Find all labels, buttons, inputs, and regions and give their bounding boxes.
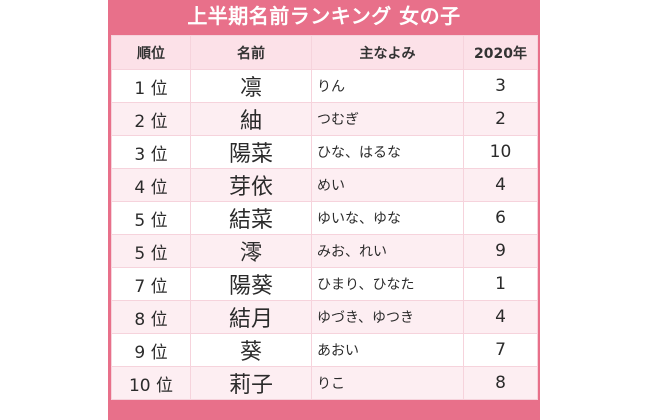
- prev-rank-cell: 9: [463, 234, 538, 268]
- reading-cell: りん: [311, 69, 464, 103]
- reading-cell: ゆづき、ゆつき: [311, 300, 464, 334]
- prev-rank-cell: 7: [463, 333, 538, 367]
- table-row: 7 位 陽葵 ひまり、ひなた 1: [111, 267, 538, 301]
- reading-cell: りこ: [311, 366, 464, 400]
- prev-rank-cell: 8: [463, 366, 538, 400]
- prev-rank-cell: 2: [463, 102, 538, 136]
- column-header-name: 名前: [190, 35, 312, 70]
- name-cell: 凛: [190, 69, 312, 103]
- ranking-table-frame: 上半期名前ランキング 女の子 順位 名前 主なよみ 2020年 1 位 凛 りん…: [108, 0, 540, 420]
- table-row: 5 位 澪 みお、れい 9: [111, 234, 538, 268]
- table-row: 10 位 莉子 りこ 8: [111, 366, 538, 400]
- prev-rank-cell: 6: [463, 201, 538, 235]
- reading-cell: ひな、はるな: [311, 135, 464, 169]
- name-cell: 結菜: [190, 201, 312, 235]
- table-row: 1 位 凛 りん 3: [111, 69, 538, 103]
- ranking-table: 順位 名前 主なよみ 2020年 1 位 凛 りん 3 2 位 紬 つむぎ 2 …: [111, 35, 538, 400]
- name-cell: 陽菜: [190, 135, 312, 169]
- table-row: 2 位 紬 つむぎ 2: [111, 102, 538, 136]
- reading-cell: ひまり、ひなた: [311, 267, 464, 301]
- name-cell: 葵: [190, 333, 312, 367]
- name-cell: 芽依: [190, 168, 312, 202]
- header-row: 順位 名前 主なよみ 2020年: [111, 35, 538, 70]
- name-cell: 結月: [190, 300, 312, 334]
- rank-cell: 9 位: [111, 333, 191, 367]
- table-row: 5 位 結菜 ゆいな、ゆな 6: [111, 201, 538, 235]
- rank-cell: 2 位: [111, 102, 191, 136]
- table-row: 8 位 結月 ゆづき、ゆつき 4: [111, 300, 538, 334]
- reading-cell: みお、れい: [311, 234, 464, 268]
- prev-rank-cell: 3: [463, 69, 538, 103]
- column-header-2020: 2020年: [463, 35, 538, 70]
- rank-cell: 3 位: [111, 135, 191, 169]
- reading-cell: あおい: [311, 333, 464, 367]
- table-row: 4 位 芽依 めい 4: [111, 168, 538, 202]
- reading-cell: めい: [311, 168, 464, 202]
- name-cell: 莉子: [190, 366, 312, 400]
- prev-rank-cell: 10: [463, 135, 538, 169]
- reading-cell: ゆいな、ゆな: [311, 201, 464, 235]
- rank-cell: 1 位: [111, 69, 191, 103]
- reading-cell: つむぎ: [311, 102, 464, 136]
- table-row: 9 位 葵 あおい 7: [111, 333, 538, 367]
- prev-rank-cell: 4: [463, 168, 538, 202]
- column-header-reading: 主なよみ: [311, 35, 464, 70]
- prev-rank-cell: 1: [463, 267, 538, 301]
- name-cell: 陽葵: [190, 267, 312, 301]
- rank-cell: 7 位: [111, 267, 191, 301]
- table-title: 上半期名前ランキング 女の子: [187, 4, 461, 28]
- name-cell: 澪: [190, 234, 312, 268]
- prev-rank-cell: 4: [463, 300, 538, 334]
- column-header-rank: 順位: [111, 35, 191, 70]
- rank-cell: 10 位: [111, 366, 191, 400]
- table-row: 3 位 陽菜 ひな、はるな 10: [111, 135, 538, 169]
- rank-cell: 5 位: [111, 234, 191, 268]
- rank-cell: 5 位: [111, 201, 191, 235]
- name-cell: 紬: [190, 102, 312, 136]
- rank-cell: 8 位: [111, 300, 191, 334]
- rank-cell: 4 位: [111, 168, 191, 202]
